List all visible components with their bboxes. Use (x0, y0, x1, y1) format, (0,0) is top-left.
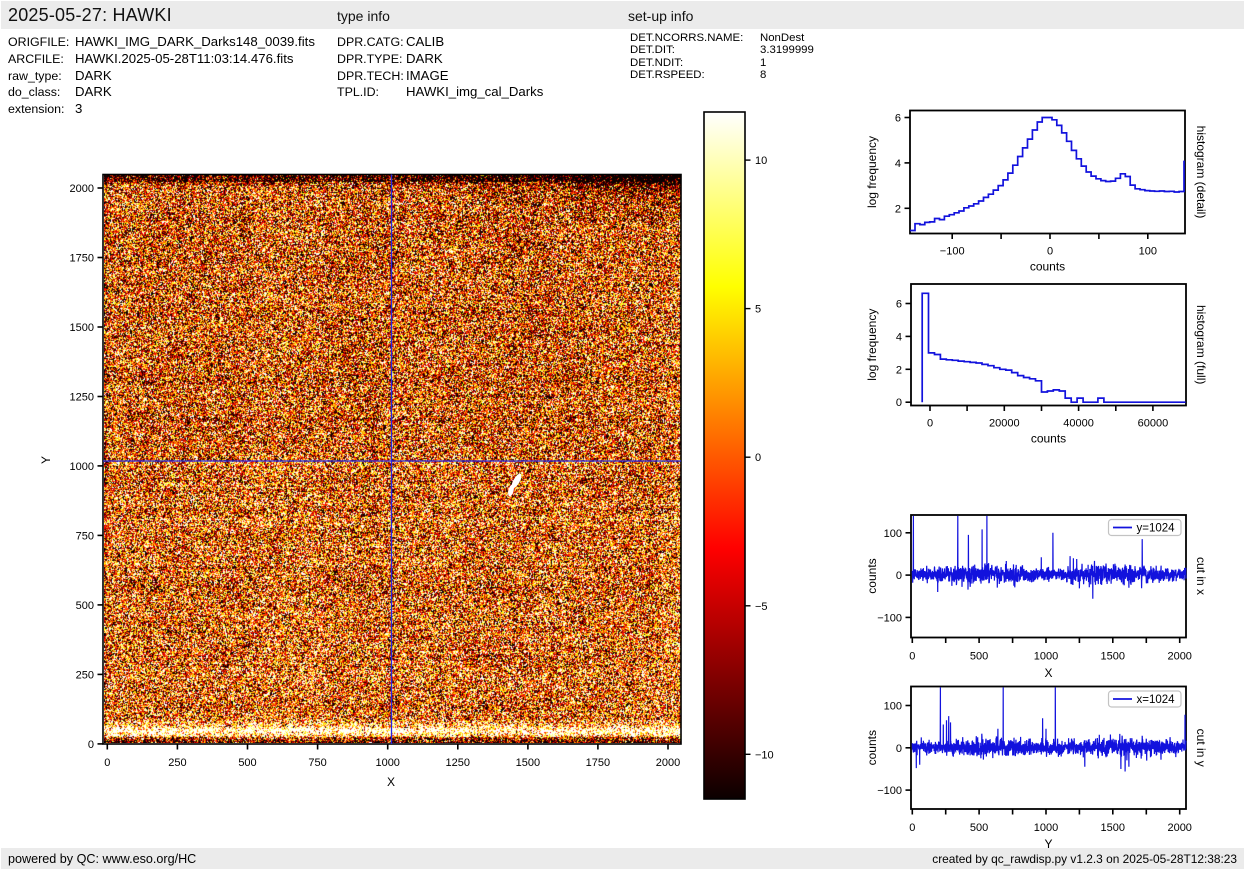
svg-text:4: 4 (896, 331, 902, 343)
svg-text:10: 10 (755, 155, 767, 167)
svg-text:−10: −10 (755, 749, 774, 761)
svg-text:X: X (387, 775, 395, 789)
svg-text:40000: 40000 (1063, 418, 1094, 430)
svg-text:log frequency: log frequency (865, 309, 879, 381)
svg-text:1250: 1250 (446, 757, 470, 769)
svg-text:1000: 1000 (1034, 822, 1058, 834)
svg-text:100: 100 (1139, 246, 1157, 258)
svg-text:100: 100 (884, 701, 902, 713)
svg-text:2000: 2000 (70, 183, 94, 195)
svg-text:2000: 2000 (1167, 822, 1191, 834)
svg-text:2000: 2000 (656, 757, 680, 769)
svg-text:cut in y: cut in y (1194, 729, 1208, 767)
svg-text:60000: 60000 (1138, 418, 1169, 430)
svg-text:0: 0 (88, 739, 94, 751)
svg-text:−100: −100 (877, 612, 902, 624)
svg-text:0: 0 (896, 743, 902, 755)
svg-text:histogram (detail): histogram (detail) (1194, 126, 1208, 219)
svg-text:histogram (full): histogram (full) (1194, 305, 1208, 384)
svg-text:500: 500 (970, 822, 988, 834)
svg-text:4: 4 (895, 158, 901, 170)
svg-text:−100: −100 (940, 246, 965, 258)
svg-text:0: 0 (104, 757, 110, 769)
svg-text:1000: 1000 (70, 461, 94, 473)
svg-text:750: 750 (308, 757, 326, 769)
svg-text:log frequency: log frequency (865, 136, 879, 208)
svg-text:1000: 1000 (1034, 651, 1058, 663)
svg-text:500: 500 (970, 651, 988, 663)
svg-text:1750: 1750 (70, 253, 94, 265)
svg-text:−100: −100 (877, 785, 902, 797)
svg-text:1500: 1500 (70, 322, 94, 334)
svg-text:0: 0 (755, 452, 761, 464)
svg-text:6: 6 (896, 299, 902, 311)
svg-text:250: 250 (76, 669, 94, 681)
svg-text:y=1024: y=1024 (1137, 523, 1176, 535)
svg-text:0: 0 (909, 822, 915, 834)
svg-text:500: 500 (238, 757, 256, 769)
svg-text:counts: counts (865, 558, 879, 593)
svg-text:0: 0 (1047, 246, 1053, 258)
svg-text:6: 6 (895, 113, 901, 125)
svg-text:1500: 1500 (1101, 822, 1125, 834)
svg-text:counts: counts (1031, 432, 1066, 446)
svg-text:0: 0 (896, 570, 902, 582)
svg-text:0: 0 (909, 651, 915, 663)
svg-text:2: 2 (896, 364, 902, 376)
svg-text:750: 750 (76, 530, 94, 542)
svg-text:1500: 1500 (516, 757, 540, 769)
svg-text:5: 5 (755, 304, 761, 316)
svg-text:1250: 1250 (70, 392, 94, 404)
svg-text:−5: −5 (755, 601, 768, 613)
svg-text:1500: 1500 (1101, 651, 1125, 663)
svg-text:Y: Y (1044, 837, 1052, 851)
svg-text:2000: 2000 (1167, 651, 1191, 663)
svg-text:counts: counts (865, 730, 879, 765)
svg-text:counts: counts (1030, 260, 1065, 274)
svg-text:X: X (1044, 666, 1052, 680)
svg-text:100: 100 (884, 528, 902, 540)
svg-text:x=1024: x=1024 (1137, 694, 1176, 706)
svg-text:500: 500 (76, 600, 94, 612)
svg-text:Y: Y (39, 456, 53, 464)
svg-text:250: 250 (168, 757, 186, 769)
svg-text:cut in x: cut in x (1194, 557, 1208, 595)
svg-text:0: 0 (927, 418, 933, 430)
svg-text:2: 2 (895, 203, 901, 215)
svg-text:1750: 1750 (586, 757, 610, 769)
svg-text:20000: 20000 (989, 418, 1020, 430)
svg-text:0: 0 (896, 397, 902, 409)
svg-text:1000: 1000 (375, 757, 399, 769)
